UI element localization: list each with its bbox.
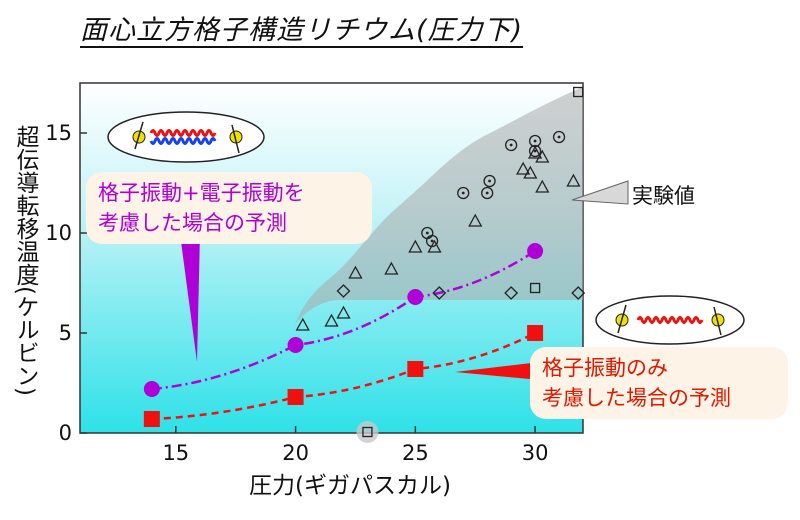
series-3-point-1 <box>324 313 339 327</box>
spin-down-arrow-icon-2 <box>713 306 722 336</box>
x-tick-label-15: 15 <box>162 441 189 465</box>
x-tick-label-25: 25 <box>402 441 429 465</box>
series-0-point-0 <box>143 381 160 397</box>
series-3-point-5 <box>408 239 423 253</box>
series-3-point-7 <box>468 213 483 227</box>
series-2-point-3-dot <box>485 191 489 195</box>
inset-phonon-only-wave <box>636 316 704 324</box>
series-2-point-7 <box>528 144 542 158</box>
series-3-point-10 <box>535 179 550 193</box>
experiment-pointer <box>571 180 629 205</box>
inset-phonon-electron <box>107 111 265 163</box>
y-tick-label-15: 15 <box>45 121 72 145</box>
series-3-point-8 <box>516 161 531 175</box>
y-axis-label: 超伝導転移温度(ケルビン) <box>12 124 38 396</box>
series-2-point-7-dot <box>533 149 537 153</box>
series-2-point-7-ring <box>528 144 542 158</box>
series-4-point-1 <box>432 286 447 300</box>
series-3-point-4 <box>384 261 399 275</box>
series-1-point-2 <box>407 361 424 377</box>
x-axis-label: 圧力(ギガパスカル) <box>249 473 451 499</box>
purple-callout-line-1: 格子振動+電子振動を <box>98 181 305 205</box>
series-2-point-4 <box>483 174 496 188</box>
series-3-point-13 <box>566 173 581 187</box>
series-2-point-5-dot <box>509 143 513 147</box>
series-2-point-4-dot <box>488 179 491 183</box>
purple-callout-line-2: 考慮した場合の予測 <box>98 211 287 235</box>
series-1-point-0 <box>143 411 160 427</box>
series-2-point-5 <box>504 138 518 152</box>
spin-up-arrow-icon-2 <box>617 304 627 334</box>
red-callout-line-2: 考慮した場合の予測 <box>542 386 731 410</box>
series-2-point-8-dot <box>557 135 561 139</box>
purple-callout-pointer <box>180 234 200 362</box>
red-callout-line-1: 格子振動のみ <box>542 356 668 380</box>
y-tick-label-10: 10 <box>45 221 72 245</box>
series-3-point-12 <box>535 149 550 163</box>
series-2-point-0-dot <box>425 231 429 235</box>
series-2-point-4-ring <box>483 174 496 188</box>
red-callout: 格子振動のみ 考慮した場合の予測 <box>530 347 788 419</box>
experiment-label: 実験値 <box>632 184 695 208</box>
series-1-point-3 <box>527 325 544 341</box>
series-1-point-1 <box>287 389 304 405</box>
series-3-point-0 <box>295 317 310 331</box>
y-tick-label-5: 5 <box>59 321 72 345</box>
series-4-point-0 <box>336 284 351 298</box>
series-5-point-2 <box>573 86 584 98</box>
series-2-point-8 <box>552 130 566 144</box>
series-5-point-0 <box>362 426 373 438</box>
series-3-point-9 <box>523 165 538 179</box>
series-3-point-2 <box>336 305 351 319</box>
series-2-point-1-dot <box>430 239 434 243</box>
series-0-point-3 <box>527 243 544 259</box>
series-0-point-1 <box>287 337 304 353</box>
series-2-point-3 <box>481 186 494 200</box>
spin-up-arrow-icon <box>134 121 144 150</box>
spin-down-arrow-icon <box>231 124 240 154</box>
series-2-point-8-ring <box>552 130 566 144</box>
series-2-point-3-ring <box>481 186 494 200</box>
x-tick-label-20: 20 <box>282 441 309 465</box>
series-5-point-1 <box>529 282 541 294</box>
series-3-point-11 <box>528 145 543 159</box>
purple-callout: 格子振動+電子振動を 考慮した場合の予測 <box>86 172 372 244</box>
x-tick-label-30: 30 <box>522 441 549 465</box>
series-4-point-3 <box>571 286 586 300</box>
series-2-point-2-dot <box>461 191 465 195</box>
inset-phonon-wave <box>149 129 217 137</box>
y-tick-label-0: 0 <box>59 421 72 445</box>
series-line-1 <box>151 331 536 421</box>
series-0-point-2 <box>407 289 424 305</box>
series-line-0 <box>151 249 536 391</box>
series-2-point-6-dot <box>533 139 537 143</box>
inset-electron-wave <box>149 137 217 145</box>
page-title: 面心立方格子構造リチウム(圧力下) <box>80 15 524 46</box>
series-2-point-2 <box>457 186 470 200</box>
red-callout-pointer <box>455 362 540 380</box>
series-5-point-0-halo <box>356 421 379 443</box>
series-3-point-3 <box>348 265 363 279</box>
series-2-point-5-ring <box>504 138 518 152</box>
series-4-point-2 <box>504 286 519 300</box>
series-3-point-6 <box>427 239 442 253</box>
series-2-point-2-ring <box>457 186 470 200</box>
